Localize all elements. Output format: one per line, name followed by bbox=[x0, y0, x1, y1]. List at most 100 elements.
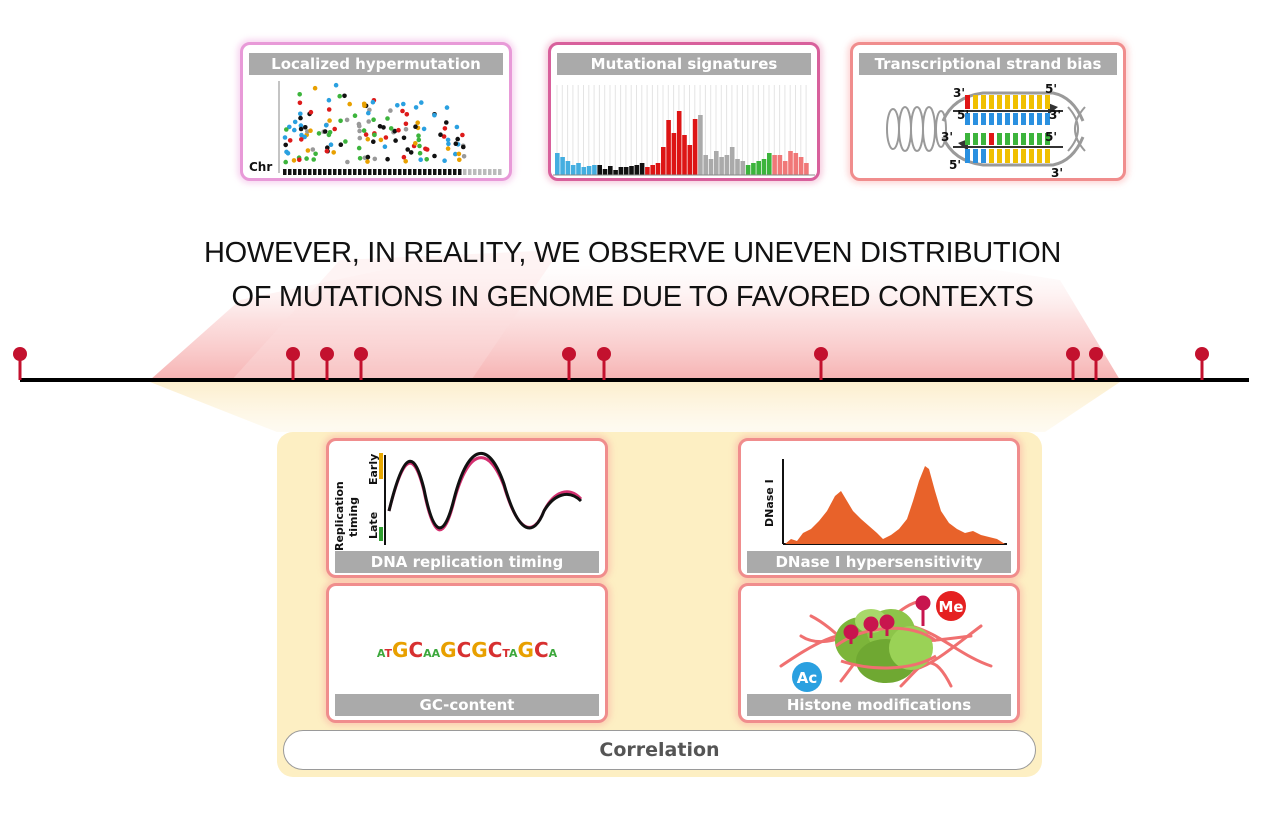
chromosome-block bbox=[293, 169, 297, 175]
mutation-point bbox=[446, 141, 451, 147]
base-pair bbox=[1021, 133, 1026, 145]
signature-bar bbox=[740, 161, 746, 175]
mutation-point bbox=[438, 132, 443, 137]
slide-heading-line-2: OF MUTATIONS IN GENOME DUE TO FAVORED CO… bbox=[231, 281, 1034, 313]
mutation-point bbox=[298, 126, 304, 132]
mutation-point bbox=[432, 153, 437, 159]
mutation-point bbox=[400, 108, 405, 114]
signature-bar bbox=[634, 165, 640, 175]
card-mutational-signatures: Mutational signatures bbox=[548, 42, 820, 181]
signature-bar bbox=[581, 167, 587, 175]
base-pair bbox=[973, 133, 978, 145]
mutation-point bbox=[401, 135, 407, 141]
signature-bar bbox=[687, 145, 693, 175]
mutation-point bbox=[401, 154, 407, 160]
mutation-point bbox=[416, 137, 422, 143]
mutation-point bbox=[313, 151, 318, 157]
mutation-point bbox=[405, 147, 410, 152]
signature-bar bbox=[735, 159, 740, 175]
replication-ylabel: Replication bbox=[333, 481, 346, 551]
signature-bar bbox=[804, 163, 809, 175]
mutation-point bbox=[457, 157, 462, 163]
mutation-point bbox=[365, 154, 371, 160]
chromosome-block bbox=[338, 169, 342, 175]
chromosome-block bbox=[463, 169, 467, 175]
signature-bar bbox=[761, 159, 767, 175]
mutation-point bbox=[419, 100, 424, 105]
signature-bar bbox=[608, 166, 613, 175]
mutation-point bbox=[311, 157, 316, 162]
dnase-ylabel: DNase I bbox=[763, 479, 776, 527]
mutation-point bbox=[442, 126, 448, 131]
mutation-point bbox=[326, 97, 332, 103]
nucleotide-letter: G bbox=[440, 638, 457, 662]
chromosome-block bbox=[348, 169, 352, 175]
mutation-point bbox=[445, 146, 451, 151]
base-pair bbox=[997, 133, 1002, 145]
card-title: DNase I hypersensitivity bbox=[747, 551, 1011, 573]
card-dna-replication-timing: Replication timing Early Late DNA replic… bbox=[326, 438, 608, 578]
chromosome-block bbox=[333, 169, 337, 175]
mutation-pin-icon bbox=[1066, 347, 1080, 380]
nucleosome-illustration: Me Ac bbox=[779, 591, 993, 692]
mutation-point bbox=[378, 137, 384, 143]
base-pair bbox=[1013, 113, 1018, 125]
mutation-point bbox=[316, 131, 322, 136]
base-pair bbox=[989, 95, 994, 109]
gc-sequence: ATGCAAGCGCTAGCA bbox=[329, 638, 605, 662]
mutation-point bbox=[363, 132, 369, 137]
mutation-point bbox=[323, 123, 329, 128]
mutation-point bbox=[283, 159, 288, 165]
card-histone-modifications: Me Ac Histone modifications bbox=[738, 583, 1020, 723]
signature-bar bbox=[692, 119, 698, 175]
slide-heading-line-1: HOWEVER, IN REALITY, WE OBSERVE UNEVEN D… bbox=[203, 237, 1061, 269]
mutation-point bbox=[297, 157, 302, 163]
mutation-point bbox=[381, 125, 386, 130]
signature-bar bbox=[655, 163, 661, 175]
mutation-point bbox=[417, 150, 423, 156]
mutation-point bbox=[415, 120, 420, 125]
mutation-point bbox=[455, 136, 460, 142]
mutation-point bbox=[342, 93, 347, 99]
mutation-point bbox=[403, 159, 408, 164]
signature-bar bbox=[782, 161, 788, 175]
strand-end-label: 3' bbox=[941, 130, 953, 144]
mutation-point bbox=[327, 130, 333, 135]
mutation-point bbox=[370, 99, 376, 105]
chromosome-block bbox=[323, 169, 327, 175]
base-pair bbox=[1005, 133, 1010, 145]
signature-bar bbox=[708, 159, 714, 175]
base-pair bbox=[1021, 113, 1026, 125]
modification-pin-icon bbox=[879, 614, 895, 630]
mutation-point bbox=[377, 124, 383, 129]
signature-bar bbox=[645, 167, 650, 175]
modification-pin-icon bbox=[863, 616, 879, 632]
mutation-point bbox=[388, 108, 393, 113]
chromosome-block bbox=[478, 169, 482, 175]
nucleotide-letter: A bbox=[431, 647, 441, 660]
card-title: Transcriptional strand bias bbox=[859, 53, 1117, 75]
chromosome-block bbox=[373, 169, 377, 175]
mutation-point bbox=[292, 127, 297, 133]
early-label: Early bbox=[367, 454, 380, 485]
mutation-point bbox=[361, 101, 367, 107]
chromosome-block bbox=[488, 169, 492, 175]
mutation-point bbox=[454, 124, 460, 130]
signature-bar bbox=[756, 161, 761, 175]
mutation-point bbox=[322, 129, 328, 134]
base-pair bbox=[997, 149, 1002, 163]
mutation-point bbox=[344, 117, 350, 123]
base-pair bbox=[1005, 95, 1010, 109]
mutation-point bbox=[413, 124, 418, 129]
mutation-point bbox=[327, 118, 332, 123]
mutation-point bbox=[343, 139, 348, 144]
base-pair bbox=[1045, 133, 1050, 145]
nucleotide-letter: A bbox=[548, 647, 558, 660]
base-pair bbox=[997, 95, 1002, 109]
mutation-point bbox=[385, 116, 390, 121]
mutation-pin-icon bbox=[1089, 347, 1103, 380]
chromosome-block bbox=[358, 169, 362, 175]
mutation-point bbox=[356, 145, 362, 151]
signature-bar bbox=[798, 157, 804, 175]
mutation-point bbox=[408, 150, 414, 155]
